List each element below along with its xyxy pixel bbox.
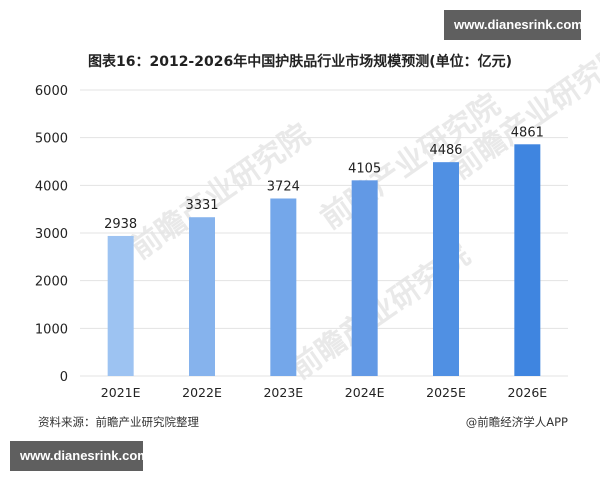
data-label: 3724 xyxy=(267,179,300,194)
x-tick-label: 2023E xyxy=(263,385,303,400)
y-tick-label: 6000 xyxy=(35,84,68,99)
x-tick-label: 2022E xyxy=(182,385,222,400)
bar-2024E xyxy=(351,180,378,376)
x-axis: 2021E 2022E 2023E 2024E 2025E 2026E xyxy=(101,385,547,400)
watermark-badge-bottom: www.dianesrink.com xyxy=(10,441,149,471)
gridlines xyxy=(80,89,568,377)
data-label: 4105 xyxy=(348,161,381,176)
bar-2022E xyxy=(189,217,215,376)
y-axis: 0 1000 2000 3000 4000 5000 6000 xyxy=(35,84,68,385)
x-tick-label: 2026E xyxy=(507,385,547,400)
y-tick-label: 2000 xyxy=(35,275,68,290)
bar-2026E xyxy=(514,144,541,376)
bars: 2938 3331 3724 4105 4486 4861 xyxy=(104,125,544,376)
bar-2025E xyxy=(433,162,459,376)
data-label: 2938 xyxy=(104,217,137,232)
bar-2021E xyxy=(107,235,134,376)
x-tick-label: 2024E xyxy=(345,385,385,400)
credit-note: @前瞻经济学人APP xyxy=(465,415,568,429)
y-tick-label: 0 xyxy=(60,370,68,385)
data-label: 4861 xyxy=(511,125,544,140)
chart-title: 图表16：2012-2026年中国护肤品行业市场规模预测(单位：亿元) xyxy=(87,54,513,70)
source-note: 资料来源：前瞻产业研究院整理 xyxy=(38,415,199,429)
data-label: 3331 xyxy=(185,198,218,213)
bar-2023E xyxy=(270,198,297,376)
y-tick-label: 3000 xyxy=(35,227,68,242)
watermark-badge-top: www.dianesrink.com xyxy=(444,10,583,40)
data-label: 4486 xyxy=(429,143,462,158)
x-tick-label: 2025E xyxy=(426,385,466,400)
y-tick-label: 4000 xyxy=(35,179,68,194)
y-tick-label: 1000 xyxy=(35,322,68,337)
y-tick-label: 5000 xyxy=(35,132,68,147)
x-tick-label: 2021E xyxy=(101,385,141,400)
